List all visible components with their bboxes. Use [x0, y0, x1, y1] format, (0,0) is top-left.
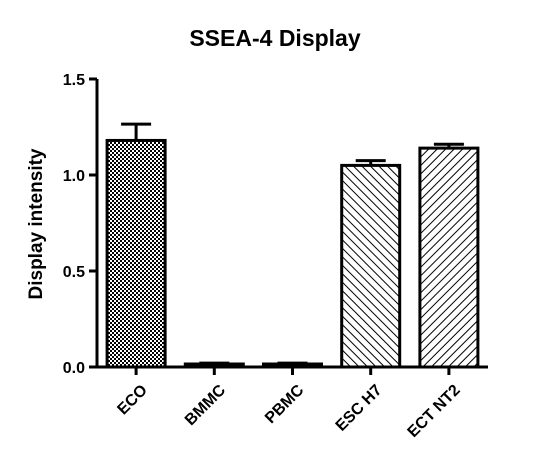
x-tick-label: ESC H7	[333, 382, 386, 435]
bars-group	[105, 122, 480, 369]
bar-ect-nt2	[418, 146, 480, 369]
x-tick-label: PBMC	[262, 381, 308, 427]
y-tick-label: 1.5	[63, 72, 85, 89]
bar-esc-h7	[340, 163, 402, 369]
y-axis-label: Display intensity	[26, 148, 47, 299]
y-tick-label: 0.0	[63, 360, 85, 377]
x-tick-label: ECT NT2	[405, 382, 464, 441]
y-tick-label: 0.5	[63, 264, 85, 281]
bar-eco	[105, 138, 167, 369]
y-axis: 0.0 0.5 1.0 1.5	[63, 72, 99, 377]
x-tick-label: BMMC	[182, 381, 230, 429]
x-axis: ECO BMMC PBMC ESC H7 ECT NT2	[96, 365, 488, 441]
chart-title: SSEA-4 Display	[189, 25, 360, 51]
x-tick-label: ECO	[114, 382, 151, 419]
y-tick-label: 1.0	[63, 168, 85, 185]
